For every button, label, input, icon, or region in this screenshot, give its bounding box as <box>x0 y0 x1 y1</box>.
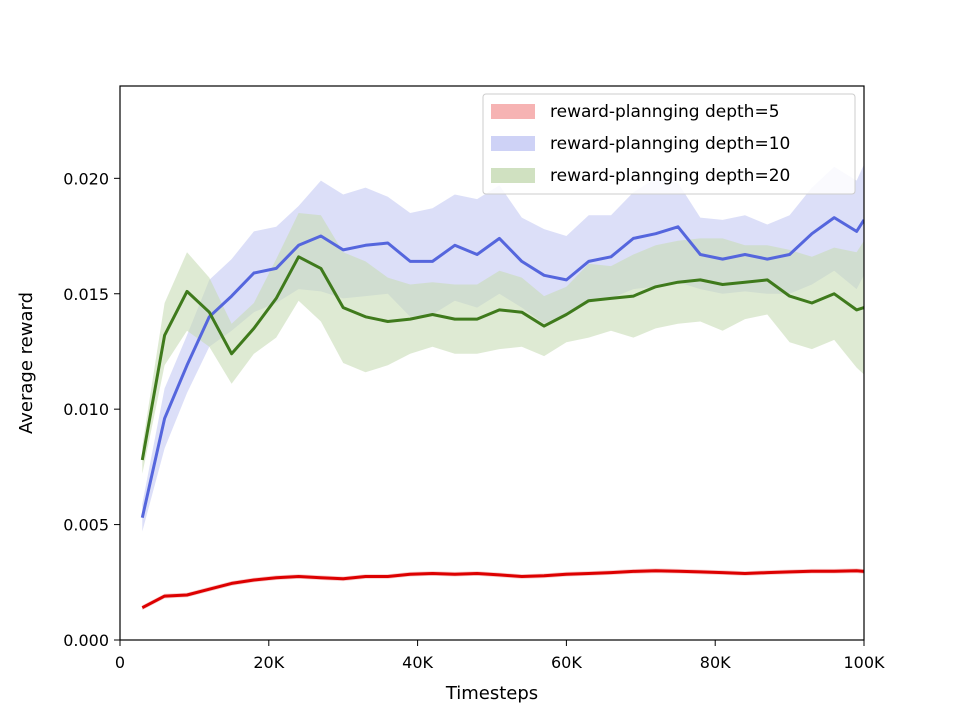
legend-frame <box>482 93 856 195</box>
x-axis: 0 20K 40K 60K 80K 100K <box>115 640 885 672</box>
legend-swatch-2 <box>491 136 535 151</box>
x-tick-label: 40K <box>402 653 433 672</box>
x-tick-label: 100K <box>843 653 885 672</box>
y-tick-label: 0.000 <box>63 631 109 650</box>
y-tick-label: 0.010 <box>63 400 109 419</box>
legend: reward-plannging depth=5 reward-plannging… <box>482 93 856 195</box>
x-axis-title: Timesteps <box>445 683 538 704</box>
y-tick-label: 0.015 <box>63 285 109 304</box>
x-tick-label: 80K <box>700 653 731 672</box>
legend-label-1: reward-plannging depth=5 <box>550 102 780 122</box>
legend-swatch-3 <box>491 168 535 183</box>
line-series-3 <box>140 255 864 461</box>
x-tick-label: 60K <box>551 653 582 672</box>
y-axis-title: Average reward <box>16 292 37 434</box>
y-tick-label: 0.020 <box>63 169 109 188</box>
line-series-1 <box>141 569 864 610</box>
legend-label-3: reward-plannging depth=20 <box>550 166 790 186</box>
line-series-2 <box>140 216 864 519</box>
band-series-3 <box>142 213 864 474</box>
x-tick-label: 20K <box>253 653 284 672</box>
legend-swatch-1 <box>491 104 535 119</box>
series-lines <box>140 216 864 610</box>
legend-label-2: reward-plannging depth=10 <box>550 134 790 154</box>
plot-frame <box>119 85 865 641</box>
x-tick-label: 0 <box>115 653 125 672</box>
y-axis: 0.000 0.005 0.010 0.015 0.020 <box>63 169 120 650</box>
y-tick-label: 0.005 <box>63 516 109 535</box>
